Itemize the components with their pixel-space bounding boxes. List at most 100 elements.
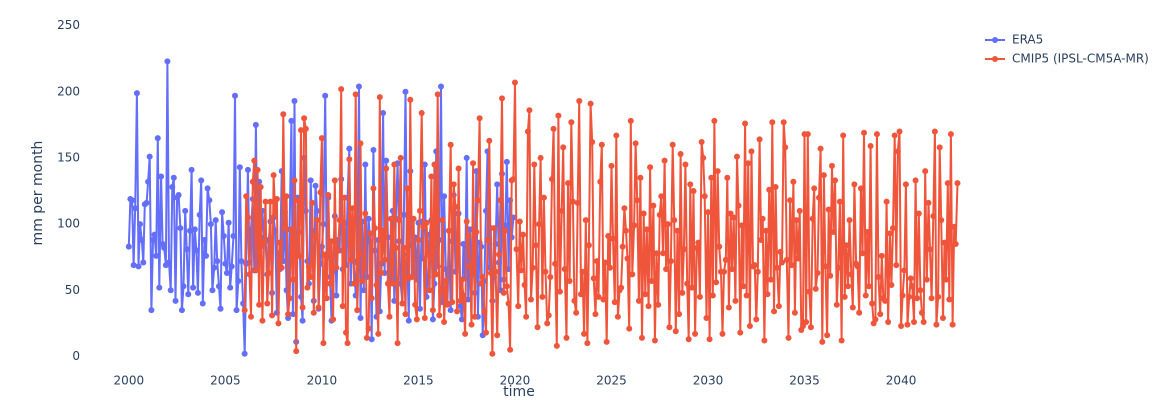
- point: [590, 275, 597, 282]
- point: [684, 280, 691, 287]
- point: [457, 303, 464, 310]
- point: [244, 214, 251, 221]
- point: [753, 316, 760, 323]
- point: [939, 315, 946, 322]
- point: [677, 150, 684, 157]
- point: [778, 259, 785, 266]
- point: [291, 98, 298, 105]
- point: [336, 217, 343, 224]
- point: [487, 270, 494, 277]
- point: [334, 247, 341, 254]
- point: [338, 86, 345, 93]
- point: [325, 191, 332, 198]
- point: [922, 168, 929, 175]
- point: [941, 239, 948, 246]
- point: [951, 223, 958, 230]
- point: [405, 317, 412, 324]
- x-tick-label: 2025: [596, 374, 627, 388]
- point: [323, 295, 330, 302]
- point: [886, 230, 893, 237]
- point: [785, 334, 792, 341]
- point: [520, 231, 527, 238]
- point: [902, 181, 909, 188]
- point: [899, 292, 906, 299]
- point: [269, 312, 276, 319]
- point: [602, 259, 609, 266]
- point: [333, 264, 340, 271]
- point: [225, 219, 232, 226]
- point: [365, 215, 372, 222]
- point: [635, 297, 642, 304]
- point: [288, 117, 295, 124]
- point: [523, 313, 530, 320]
- x-tick-label: 2000: [114, 374, 145, 388]
- point: [917, 287, 924, 294]
- y-tick-label: 250: [57, 18, 80, 32]
- point: [688, 284, 695, 291]
- point: [392, 244, 399, 251]
- point: [814, 270, 821, 277]
- point: [400, 211, 407, 218]
- point: [286, 295, 293, 302]
- point: [260, 239, 267, 246]
- point: [764, 291, 771, 298]
- point: [262, 198, 269, 205]
- point: [594, 258, 601, 265]
- y-tick-label: 100: [57, 217, 80, 231]
- point: [404, 185, 411, 192]
- point: [539, 293, 546, 300]
- point: [724, 174, 731, 181]
- point: [640, 210, 647, 217]
- point: [452, 203, 459, 210]
- point: [465, 233, 472, 240]
- point: [500, 289, 507, 296]
- point: [463, 154, 470, 161]
- point: [474, 197, 481, 204]
- point: [803, 319, 810, 326]
- point: [227, 284, 234, 291]
- point: [771, 308, 778, 315]
- point: [164, 58, 171, 65]
- point: [865, 283, 872, 290]
- point: [693, 244, 700, 251]
- point: [656, 211, 663, 218]
- point: [378, 270, 385, 277]
- point: [368, 295, 375, 302]
- point: [513, 246, 520, 253]
- point: [553, 342, 560, 349]
- point: [647, 164, 654, 171]
- point: [248, 313, 255, 320]
- point: [873, 131, 880, 138]
- point: [362, 161, 369, 168]
- point: [634, 197, 641, 204]
- point: [915, 210, 922, 217]
- point: [402, 88, 409, 95]
- point: [433, 271, 440, 278]
- point: [211, 264, 218, 271]
- point: [626, 325, 633, 332]
- point: [185, 291, 192, 298]
- point: [622, 227, 629, 234]
- x-axis-title: time: [503, 384, 535, 400]
- point: [911, 319, 918, 326]
- point: [140, 259, 147, 266]
- point: [603, 338, 610, 345]
- point: [178, 307, 185, 314]
- point: [807, 324, 814, 331]
- point: [754, 268, 761, 275]
- point: [434, 91, 441, 98]
- point: [489, 350, 496, 357]
- point: [949, 321, 956, 328]
- point: [621, 205, 628, 212]
- point: [383, 165, 390, 172]
- point: [716, 243, 723, 250]
- point: [743, 292, 750, 299]
- point: [883, 198, 890, 205]
- point: [445, 227, 452, 234]
- y-tick-label: 200: [57, 84, 80, 98]
- point: [563, 334, 570, 341]
- point: [198, 177, 205, 184]
- point: [840, 132, 847, 139]
- point: [354, 307, 361, 314]
